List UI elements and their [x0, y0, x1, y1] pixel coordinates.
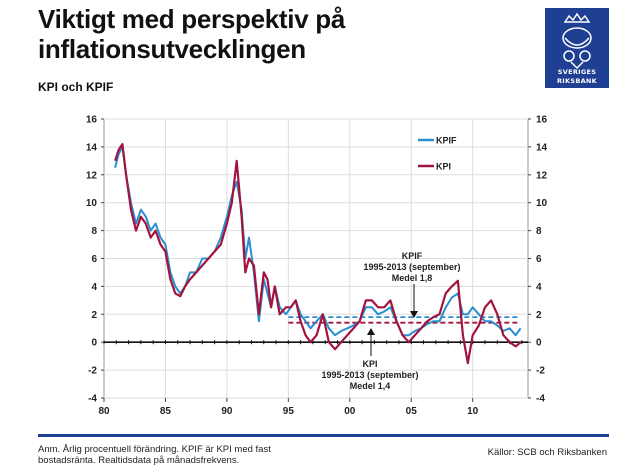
annotation-kpi-line: Medel 1,4 [350, 381, 391, 391]
x-tick-label: 80 [98, 406, 110, 417]
x-tick-label: 95 [283, 406, 295, 417]
y-tick-label-left: -2 [88, 366, 97, 377]
annotation-kpi-line: KPI [362, 359, 377, 369]
y-tick-label-right: 16 [536, 115, 548, 126]
y-tick-label-left: 2 [91, 310, 97, 321]
y-tick-label-right: -4 [536, 394, 545, 405]
annotation-kpif-line: KPIF [402, 251, 423, 261]
y-tick-label-right: 10 [536, 198, 548, 209]
y-tick-label-left: 0 [91, 338, 97, 349]
y-tick-label-left: 16 [86, 115, 98, 126]
chart-subtitle: KPI och KPIF [38, 80, 114, 94]
x-tick-label: 05 [406, 406, 418, 417]
y-tick-label-right: 4 [536, 282, 542, 293]
y-tick-label-right: 0 [536, 338, 542, 349]
annotation-kpi-line: 1995-2013 (september) [321, 370, 418, 380]
x-tick-label: 85 [160, 406, 172, 417]
riksbank-logo: SVERIGES RIKSBANK [545, 8, 609, 88]
legend-label-kpi: KPI [436, 162, 451, 172]
y-tick-label-right: -2 [536, 366, 545, 377]
annotation-kpif-line: Medel 1,8 [392, 273, 433, 283]
y-tick-label-right: 12 [536, 170, 548, 181]
annotation-arrowhead-kpif [410, 311, 418, 318]
x-tick-label: 10 [467, 406, 479, 417]
footnote: Anm. Årlig procentuell förändring. KPIF … [38, 444, 271, 466]
y-tick-label-left: 4 [91, 282, 97, 293]
y-tick-label-left: 14 [86, 142, 98, 153]
footer-rule [38, 434, 609, 437]
annotation-arrowhead-kpi [367, 328, 375, 335]
y-tick-label-right: 8 [536, 226, 542, 237]
y-tick-label-left: 6 [91, 254, 97, 265]
y-tick-label-left: 10 [86, 198, 98, 209]
y-tick-label-right: 14 [536, 142, 548, 153]
legend-label-kpif: KPIF [436, 136, 457, 146]
annotation-kpif-line: 1995-2013 (september) [363, 262, 460, 272]
x-tick-label: 90 [221, 406, 233, 417]
series-line-kpi [114, 143, 522, 365]
y-tick-label-left: 12 [86, 170, 98, 181]
page-title: Viktigt med perspektiv på inflationsutve… [38, 4, 346, 64]
y-tick-label-left: 8 [91, 226, 97, 237]
x-tick-label: 00 [344, 406, 356, 417]
y-tick-label-right: 6 [536, 254, 542, 265]
crown-emblem-icon [562, 12, 592, 70]
y-tick-label-left: -4 [88, 394, 97, 405]
source-text: Källor: SCB och Riksbanken [487, 447, 607, 458]
y-tick-label-right: 2 [536, 310, 542, 321]
